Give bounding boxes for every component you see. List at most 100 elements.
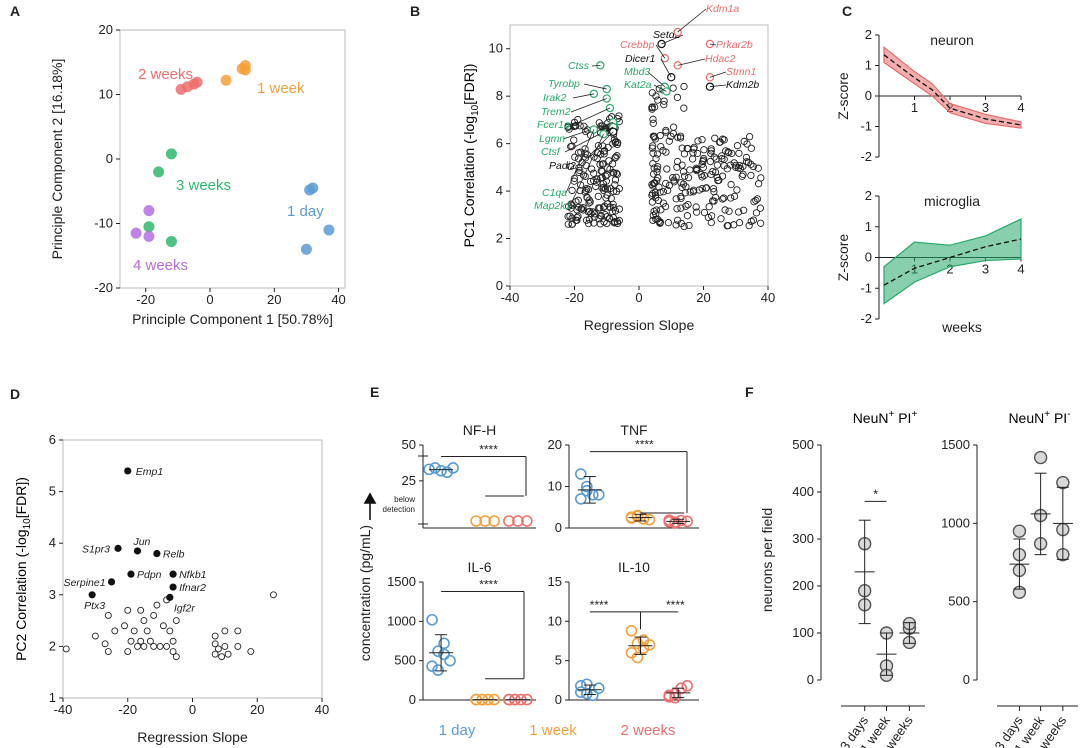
below-detection-label: below bbox=[394, 495, 415, 504]
scatter-point-b bbox=[733, 142, 742, 150]
scatter-point-b bbox=[730, 192, 739, 201]
scatter-point-b bbox=[590, 213, 598, 221]
y-tick-label-c: -1 bbox=[860, 280, 872, 295]
point-a-1-week bbox=[220, 74, 232, 86]
open-point-d bbox=[124, 648, 132, 656]
subplot-title-e: IL-10 bbox=[618, 559, 650, 575]
scatter-point-b bbox=[654, 96, 662, 104]
scatter-point-b bbox=[609, 140, 617, 148]
gene-label-b: Dicer1 bbox=[625, 53, 655, 65]
data-point-e bbox=[631, 651, 644, 664]
scatter-point-b bbox=[715, 176, 723, 184]
gene-leader-b bbox=[572, 93, 594, 99]
x-axis-label-b: Regression Slope bbox=[584, 317, 695, 333]
scatter-point-b bbox=[662, 128, 670, 136]
scatter-point-b bbox=[744, 158, 753, 167]
gene-leader-b bbox=[660, 58, 672, 78]
panel-letter-b: B bbox=[410, 3, 420, 19]
gene-label-b: Map2k1 bbox=[534, 200, 571, 212]
scatter-point-b bbox=[653, 168, 661, 176]
scatter-point-b bbox=[720, 155, 728, 163]
scatter-point-b bbox=[670, 176, 678, 184]
scatter-point-b bbox=[689, 186, 698, 194]
gene-label-b: Ctss bbox=[568, 60, 590, 72]
gene-point-d bbox=[124, 467, 132, 475]
point-a-3-weeks bbox=[165, 148, 177, 160]
y-tick-label-f: 0 bbox=[807, 672, 814, 687]
y-tick-label-d: 6 bbox=[49, 432, 56, 447]
scatter-point-b bbox=[605, 214, 614, 223]
scatter-point-b bbox=[693, 149, 702, 158]
scatter-point-b bbox=[739, 206, 748, 214]
data-point-e bbox=[426, 613, 438, 626]
scatter-point-b bbox=[697, 170, 705, 179]
scatter-point-b bbox=[593, 154, 601, 162]
scatter-point-b bbox=[587, 165, 596, 173]
scatter-point-b bbox=[688, 155, 697, 163]
scatter-point-b bbox=[673, 163, 681, 171]
scatter-point-b bbox=[662, 148, 670, 156]
open-point-d bbox=[172, 617, 180, 625]
scatter-point-b bbox=[745, 222, 753, 230]
gene-point-d bbox=[166, 593, 174, 601]
data-point-e bbox=[521, 515, 533, 527]
scatter-point-b bbox=[734, 164, 743, 172]
sig-star-e: **** bbox=[666, 598, 685, 612]
x-tick-label-c: 1 bbox=[911, 100, 918, 115]
gene-leader-b bbox=[591, 64, 601, 67]
y-tick-label-b: 2 bbox=[496, 231, 503, 246]
scatter-point-b bbox=[575, 203, 583, 212]
scatter-point-b bbox=[648, 105, 656, 113]
scatter-point-b bbox=[704, 213, 713, 222]
scatter-point-b bbox=[711, 193, 720, 202]
data-point-f bbox=[1033, 450, 1048, 465]
subplot-title-c: neuron bbox=[930, 32, 974, 48]
scatter-point-b bbox=[568, 220, 577, 228]
scatter-point-b bbox=[720, 136, 728, 144]
scatter-point-b bbox=[568, 142, 576, 150]
scatter-point-b bbox=[573, 206, 581, 214]
scatter-point-b bbox=[655, 217, 663, 225]
open-point-d bbox=[218, 653, 226, 661]
scatter-point-b bbox=[579, 171, 588, 179]
data-point-e bbox=[447, 462, 459, 474]
x-tick-label-d: 0 bbox=[189, 702, 196, 717]
data-point-e bbox=[637, 634, 650, 647]
scatter-point-b bbox=[718, 172, 727, 180]
gene-leader-b bbox=[655, 44, 666, 59]
open-point-d bbox=[269, 591, 277, 599]
scatter-point-b bbox=[713, 161, 721, 169]
scatter-point-b bbox=[566, 162, 575, 171]
scatter-point-b bbox=[727, 194, 735, 202]
data-point-e bbox=[470, 515, 482, 527]
scatter-point-b bbox=[665, 181, 674, 190]
y-tick-label-a: -20 bbox=[94, 280, 113, 295]
y-axis-label-a: Principle Component 2 [16.18%] bbox=[49, 59, 65, 260]
scatter-point-b bbox=[606, 203, 614, 211]
open-point-d bbox=[211, 632, 219, 640]
gene-label-d: Igf2r bbox=[174, 602, 196, 614]
scatter-point-b bbox=[682, 202, 690, 210]
scatter-point-b bbox=[757, 174, 765, 182]
open-point-d bbox=[221, 627, 229, 635]
scatter-point-b bbox=[686, 188, 694, 196]
scatter-point-b bbox=[648, 198, 657, 206]
scatter-point-b bbox=[585, 215, 594, 224]
gene-label-b: Prkar2b bbox=[716, 39, 753, 51]
y-tick-label-f: 500 bbox=[792, 437, 814, 452]
open-point-d bbox=[234, 642, 242, 650]
scatter-point-b bbox=[739, 162, 747, 170]
gene-label-b: Irak2 bbox=[543, 92, 567, 104]
scatter-point-b bbox=[664, 186, 672, 195]
scatter-point-b bbox=[673, 93, 682, 102]
scatter-point-b bbox=[649, 119, 657, 127]
point-a-4-weeks bbox=[130, 227, 142, 239]
gene-label-b: Kdm2b bbox=[726, 79, 759, 91]
y-tick-label-d: 1 bbox=[49, 690, 56, 705]
gene-label-b: Crebbp bbox=[620, 39, 655, 51]
x-tick-label-a: 20 bbox=[267, 292, 281, 307]
scatter-point-b bbox=[577, 205, 585, 213]
data-point-e bbox=[637, 642, 650, 654]
scatter-point-b bbox=[570, 118, 579, 127]
scatter-point-b bbox=[723, 165, 731, 173]
